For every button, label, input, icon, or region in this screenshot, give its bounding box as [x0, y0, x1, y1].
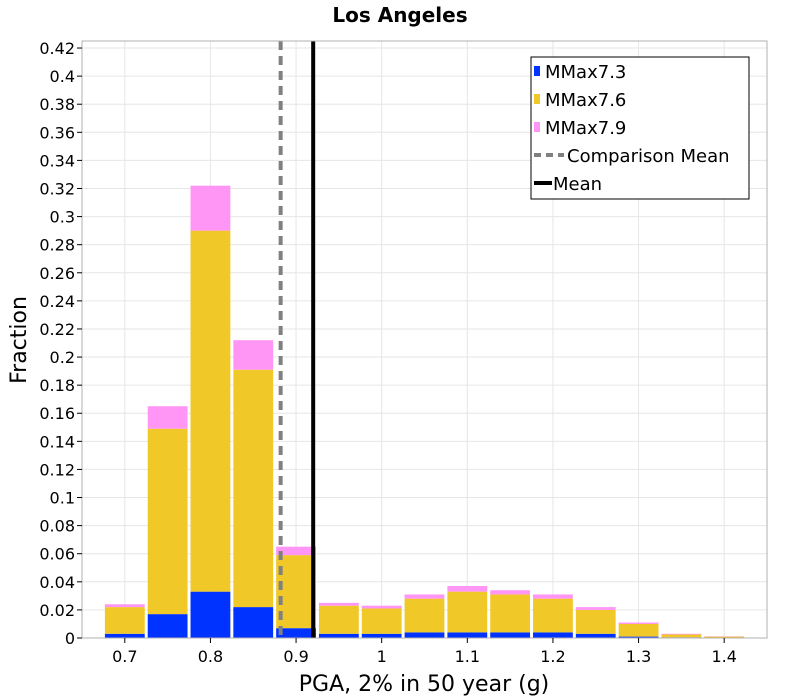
- y-tick-label: 0.2: [50, 348, 75, 367]
- x-tick-label: 1.4: [711, 647, 736, 666]
- legend-box: [530, 56, 750, 200]
- bar-mmax7-6-3: [233, 369, 274, 608]
- y-tick-label: 0.42: [39, 39, 75, 58]
- y-tick-label: 0.12: [39, 460, 75, 479]
- y-tick-label: 0.36: [39, 123, 75, 142]
- legend-swatch-mmax76: [534, 94, 540, 104]
- bar-mmax7-3-1: [147, 614, 188, 638]
- bar-mmax7-3-7: [404, 632, 445, 638]
- bar-mmax7-9-2: [190, 185, 231, 231]
- legend-swatch-mmax73: [534, 66, 540, 76]
- x-tick-label: 1.2: [540, 647, 565, 666]
- bar-mmax7-3-5: [318, 633, 359, 638]
- bar-mmax7-6-8: [447, 591, 488, 633]
- plot-frame: [81, 40, 768, 639]
- chart-title: Los Angeles: [332, 3, 467, 27]
- x-tick-label: 0.7: [112, 647, 137, 666]
- bar-mmax7-9-5: [318, 602, 359, 606]
- legend-label-mmax79: MMax7.9: [545, 118, 626, 139]
- bar-mmax7-3-12: [618, 636, 659, 638]
- bar-mmax7-3-4: [276, 628, 316, 638]
- x-tick-label: 1.1: [455, 647, 480, 666]
- y-tick-label: 0.08: [39, 517, 75, 536]
- y-axis-ticks: 0 0.02 0.04 0.06 0.08 0.1 0.12 0.14 0.16 0.18 0.2 0…: [39, 39, 82, 648]
- bar-mmax7-9-6: [361, 605, 402, 609]
- bar-mmax7-6-12: [618, 623, 659, 637]
- x-tick-label: 0.9: [283, 647, 308, 666]
- bar-mmax7-6-1: [147, 428, 188, 615]
- bar-mmax7-9-7: [404, 594, 445, 599]
- y-tick-label: 0.02: [39, 601, 75, 620]
- bar-mmax7-3-9: [490, 632, 531, 638]
- bar-mmax7-3-10: [533, 632, 573, 638]
- bar-mmax7-9-8: [447, 586, 488, 592]
- y-tick-label: 0.4: [50, 67, 75, 86]
- y-tick-label: 0.1: [50, 489, 75, 508]
- y-tick-label: 0.14: [39, 432, 75, 451]
- bar-mmax7-9-0: [104, 604, 145, 608]
- bar-mmax7-9-12: [618, 622, 659, 624]
- bar-mmax7-9-10: [533, 594, 573, 599]
- y-axis-title: Fraction: [7, 296, 32, 384]
- reference-lines: [278, 41, 316, 638]
- x-tick-label: 1.3: [626, 647, 651, 666]
- bar-mmax7-3-8: [447, 632, 488, 638]
- legend-label-mmax76: MMax7.6: [545, 90, 626, 111]
- bar-mmax7-3-2: [190, 591, 231, 638]
- bar-mmax7-6-6: [361, 608, 402, 634]
- y-tick-label: 0.34: [39, 151, 75, 170]
- y-tick-label: 0.06: [39, 545, 75, 564]
- bar-mmax7-6-14: [704, 636, 745, 638]
- legend-label-mean: Mean: [553, 174, 602, 195]
- bar-mmax7-9-13: [661, 633, 702, 635]
- bar-mmax7-3-11: [575, 633, 616, 638]
- bar-mmax7-3-0: [104, 633, 145, 638]
- bar-mmax7-6-13: [661, 634, 702, 638]
- y-tick-label: 0.38: [39, 95, 75, 114]
- bar-mmax7-6-10: [533, 598, 573, 633]
- bar-mmax7-6-5: [318, 605, 359, 634]
- y-tick-label: 0.28: [39, 236, 75, 255]
- y-tick-label: 0.26: [39, 264, 75, 283]
- bar-mmax7-9-3: [233, 340, 274, 370]
- bar-mmax7-9-11: [575, 607, 616, 610]
- bar-mmax7-9-1: [147, 406, 188, 429]
- bars-layer: [104, 185, 745, 638]
- bar-mmax7-6-4: [276, 555, 316, 629]
- bar-mmax7-6-11: [575, 609, 616, 634]
- bar-mmax7-3-3: [233, 607, 274, 638]
- y-tick-label: 0.24: [39, 292, 75, 311]
- x-axis-ticks: 0.7 0.8 0.9 1 1.1 1.2 1.3 1.4: [112, 638, 737, 666]
- y-tick-label: 0.18: [39, 376, 75, 395]
- legend: MMax7.3 MMax7.6 MMax7.9 Comparison Mean …: [530, 56, 750, 200]
- y-tick-label: 0.22: [39, 320, 75, 339]
- x-tick-label: 0.8: [198, 647, 223, 666]
- legend-swatch-mmax79: [534, 122, 540, 132]
- y-tick-label: 0.32: [39, 179, 75, 198]
- x-tick-label: 1: [377, 647, 387, 666]
- bar-mmax7-6-0: [104, 607, 145, 634]
- y-tick-label: 0.04: [39, 573, 75, 592]
- bar-mmax7-6-7: [404, 598, 445, 633]
- x-axis-title: PGA, 2% in 50 year (g): [299, 672, 550, 697]
- bar-mmax7-3-6: [361, 633, 402, 638]
- y-tick-label: 0: [65, 629, 75, 648]
- y-tick-label: 0.3: [50, 208, 75, 227]
- legend-label-mmax73: MMax7.3: [545, 62, 626, 83]
- bar-mmax7-9-9: [490, 590, 531, 595]
- bar-mmax7-6-2: [190, 230, 231, 592]
- legend-label-comparison-mean: Comparison Mean: [567, 146, 730, 167]
- bar-mmax7-9-4: [276, 546, 316, 556]
- bar-mmax7-6-9: [490, 594, 531, 633]
- y-tick-label: 0.16: [39, 404, 75, 423]
